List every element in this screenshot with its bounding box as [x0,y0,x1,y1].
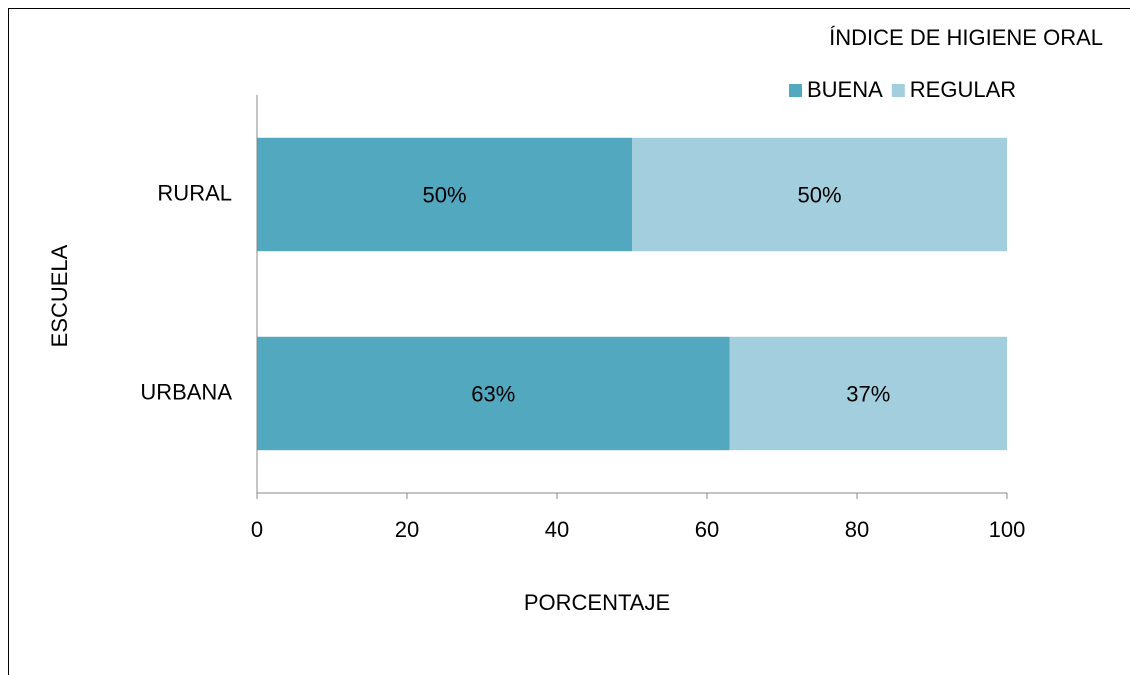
x-tick-label: 40 [545,517,569,542]
y-axis-label: ESCUELA [47,244,72,347]
legend-label: BUENA [807,77,883,102]
y-tick-label: RURAL [157,180,232,205]
data-label: 63% [471,381,515,406]
x-tick-label: 60 [695,517,719,542]
x-axis-label: PORCENTAJE [524,590,670,615]
x-tick-label: 0 [251,517,263,542]
bar-segment [729,336,1007,451]
x-tick-label: 100 [989,517,1026,542]
x-tick-label: 80 [845,517,869,542]
legend-swatch [891,84,905,97]
bar-segment [632,137,1007,252]
y-tick-label: URBANA [140,379,232,404]
data-label: 37% [846,381,890,406]
bar-segment [257,336,730,451]
data-label: 50% [422,182,466,207]
legend-label: REGULAR [910,77,1016,102]
legend-title: ÍNDICE DE HIGIENE ORAL [829,25,1103,50]
bar-segment [257,137,632,252]
x-tick-label: 20 [395,517,419,542]
chart-border [8,8,1130,675]
legend-swatch [789,84,802,97]
data-label: 50% [797,182,841,207]
